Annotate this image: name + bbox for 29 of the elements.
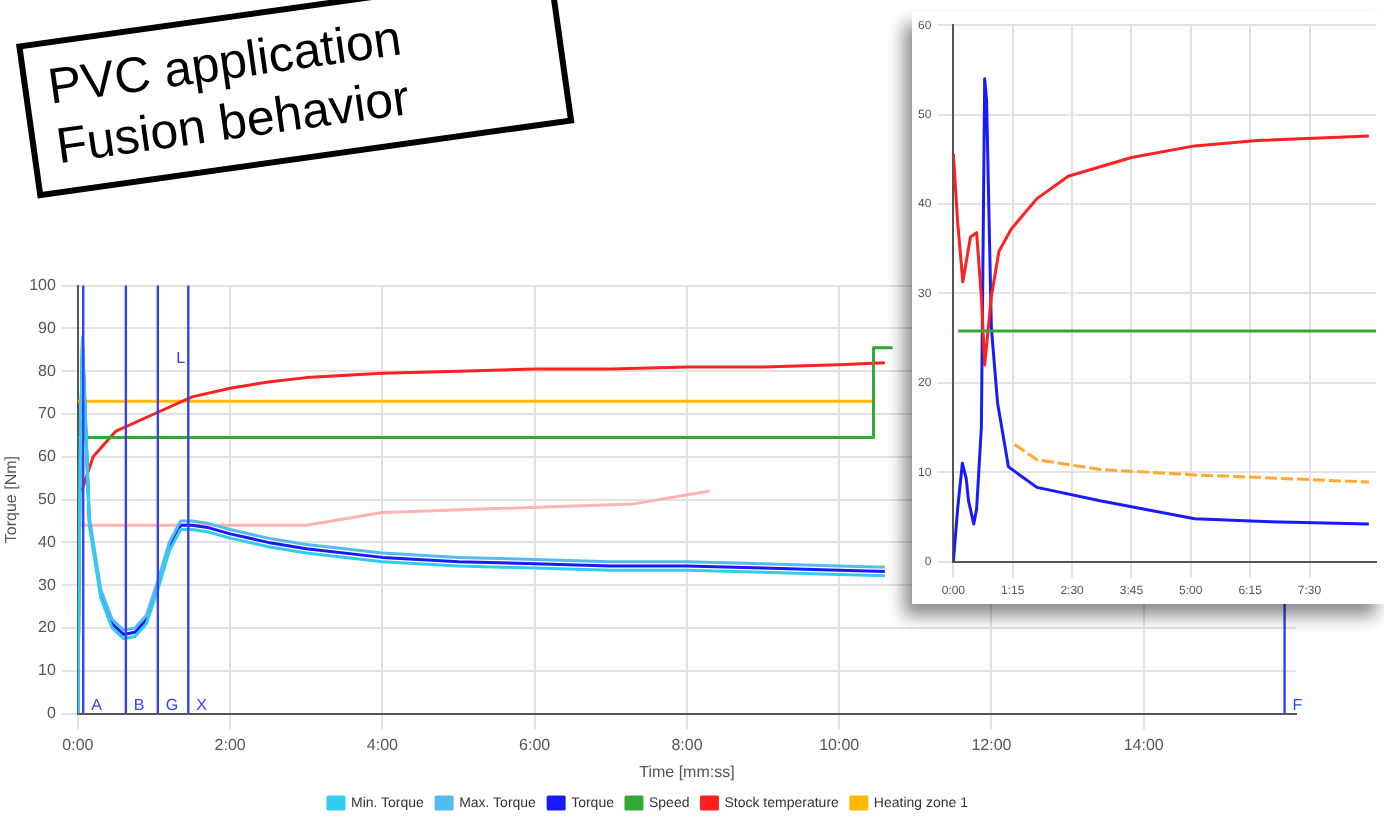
x-tick-label: 10:00	[819, 735, 861, 754]
y-tick-label: 40	[38, 532, 57, 551]
ref-line-label: G	[165, 696, 179, 715]
y-tick-label: 90	[38, 318, 57, 337]
x-tick-label: 4:00	[366, 735, 400, 754]
y-tick-label: 30	[38, 575, 57, 594]
y-tick-label: 50	[38, 490, 57, 509]
y-tick-label: 0	[46, 704, 57, 723]
y-tick-label: 80	[38, 361, 57, 380]
y-tick-label: 70	[38, 404, 57, 423]
y-tick-label: 60	[38, 447, 57, 466]
x-tick-label: 6:00	[519, 735, 552, 754]
y-tick-label: 10	[38, 661, 57, 680]
ref-line-label: X	[196, 696, 209, 715]
chart-title: PVC application Fusion behavior	[16, 0, 575, 199]
y-axis-title: Torque [Nm]	[2, 456, 21, 544]
x-tick-label: 8:00	[671, 735, 704, 754]
ref-line-label: B	[133, 696, 145, 715]
x-axis-title: Time [mm:ss]	[639, 762, 735, 781]
x-tick-label: 2:00	[214, 735, 247, 754]
x-tick-label: 0:00	[62, 735, 95, 754]
ref-line-label: A	[91, 696, 104, 715]
annotation: L	[176, 348, 187, 367]
x-tick-label: 14:00	[1123, 735, 1165, 754]
x-tick-label: 12:00	[971, 735, 1013, 754]
y-tick-label: 100	[29, 276, 57, 295]
y-tick-label: 20	[38, 618, 57, 637]
line-series	[1013, 442, 1371, 484]
ref-line-label: F	[1292, 696, 1303, 715]
